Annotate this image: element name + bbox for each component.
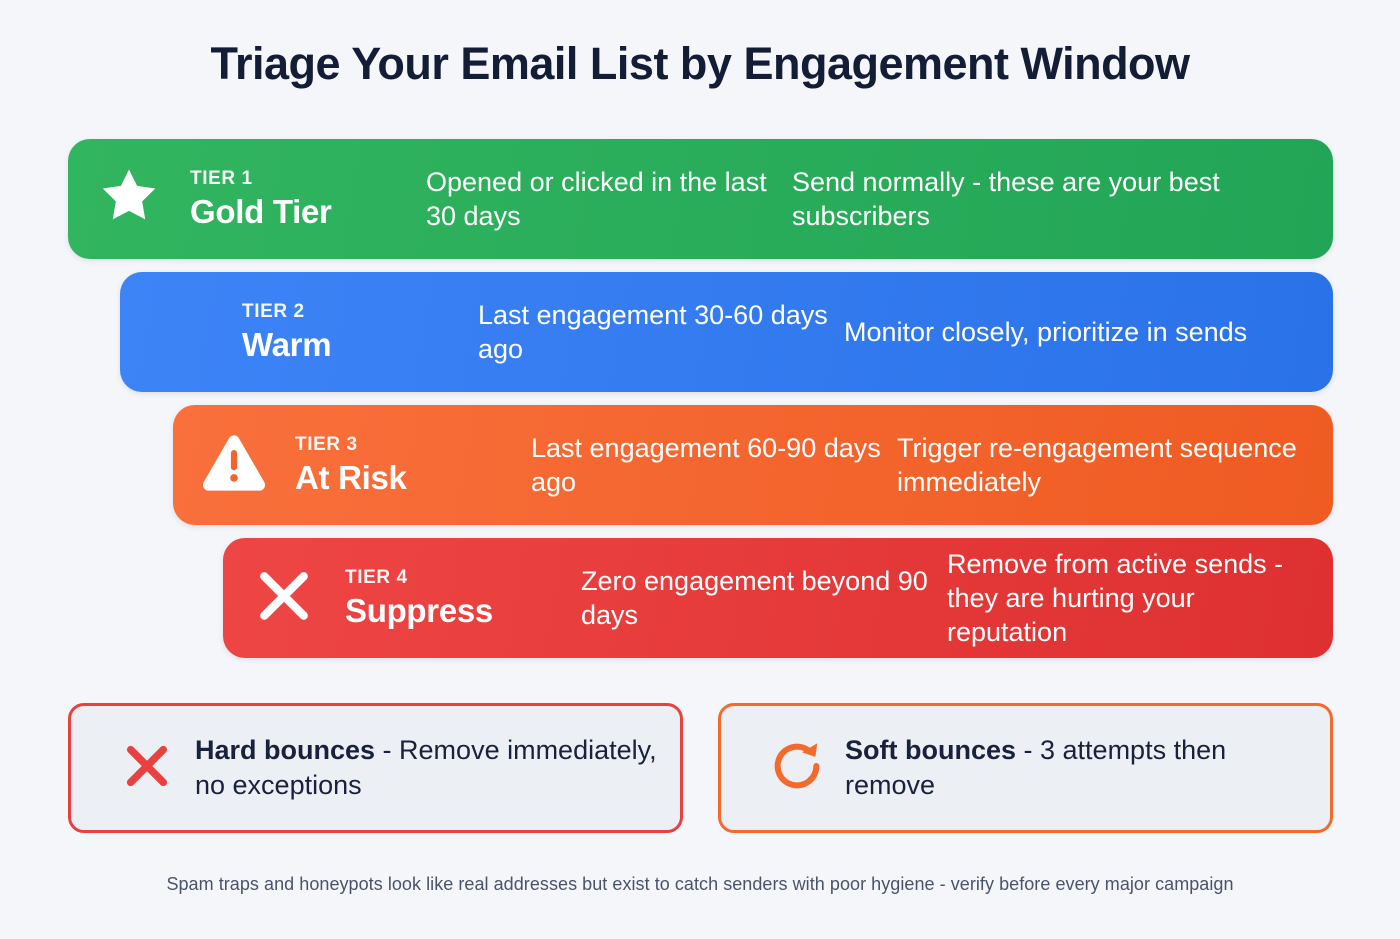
bounce-text: Hard bounces - Remove immediately, no ex…	[195, 733, 658, 803]
tier-list: TIER 1 Gold Tier Opened or clicked in th…	[0, 139, 1400, 671]
tier-icon-slot	[68, 165, 190, 233]
tier-icon-slot	[223, 564, 345, 633]
tier-kicker: TIER 4	[345, 566, 408, 588]
tier-name: At Risk	[295, 458, 407, 496]
tier-criteria: Zero engagement beyond 90 days	[581, 565, 928, 630]
tier-row-suppress: TIER 4 Suppress Zero engagement beyond 9…	[223, 538, 1333, 658]
x-mark-icon	[119, 738, 175, 799]
tier-label-column: TIER 4 Suppress	[345, 566, 581, 630]
bounce-icon-slot	[749, 737, 845, 800]
tier-row-at-risk: TIER 3 At Risk Last engagement 60-90 day…	[173, 405, 1333, 525]
bounce-term: Hard bounces	[195, 734, 376, 765]
x-mark-icon	[252, 564, 316, 633]
bounce-cards: Hard bounces - Remove immediately, no ex…	[68, 703, 1333, 833]
page-title: Triage Your Email List by Engagement Win…	[210, 38, 1190, 89]
bounce-description: - Remove immediately, no exceptions	[195, 734, 657, 800]
tier-label-column: TIER 3 At Risk	[295, 433, 531, 497]
refresh-retry-icon	[768, 737, 826, 800]
bounce-icon-slot	[99, 738, 195, 799]
tier-label-column: TIER 1 Gold Tier	[190, 167, 426, 231]
footer-note: Spam traps and honeypots look like real …	[166, 874, 1234, 894]
bounce-card-soft: Soft bounces - 3 attempts then remove	[718, 703, 1333, 833]
tier-icon-slot	[173, 432, 295, 499]
tier-kicker: TIER 1	[190, 167, 253, 189]
tier-kicker: TIER 2	[242, 300, 305, 322]
tier-label-column: TIER 2 Warm	[242, 300, 478, 364]
tier-action: Remove from active sends - they are hurt…	[947, 548, 1284, 648]
tier-action: Monitor closely, prioritize in sends	[844, 316, 1248, 347]
bounce-text: Soft bounces - 3 attempts then remove	[845, 733, 1308, 803]
bounce-term: Soft bounces	[845, 734, 1017, 765]
bounce-card-hard: Hard bounces - Remove immediately, no ex…	[68, 703, 683, 833]
tier-kicker: TIER 3	[295, 433, 358, 455]
warning-triangle-icon	[200, 432, 268, 499]
tier-criteria: Last engagement 30-60 days ago	[478, 299, 828, 364]
tier-action: Send normally - these are your best subs…	[792, 166, 1220, 231]
tier-action: Trigger re-engagement sequence immediate…	[897, 432, 1297, 497]
tier-name: Warm	[242, 325, 332, 363]
star-icon	[96, 165, 162, 233]
tier-row-warm: TIER 2 Warm Last engagement 30-60 days a…	[120, 272, 1333, 392]
tier-row-gold: TIER 1 Gold Tier Opened or clicked in th…	[68, 139, 1333, 259]
bounce-description: - 3 attempts then remove	[845, 734, 1227, 800]
tier-name: Suppress	[345, 591, 493, 629]
tier-criteria: Last engagement 60-90 days ago	[531, 432, 881, 497]
tier-criteria: Opened or clicked in the last 30 days	[426, 166, 767, 231]
tier-name: Gold Tier	[190, 192, 332, 230]
